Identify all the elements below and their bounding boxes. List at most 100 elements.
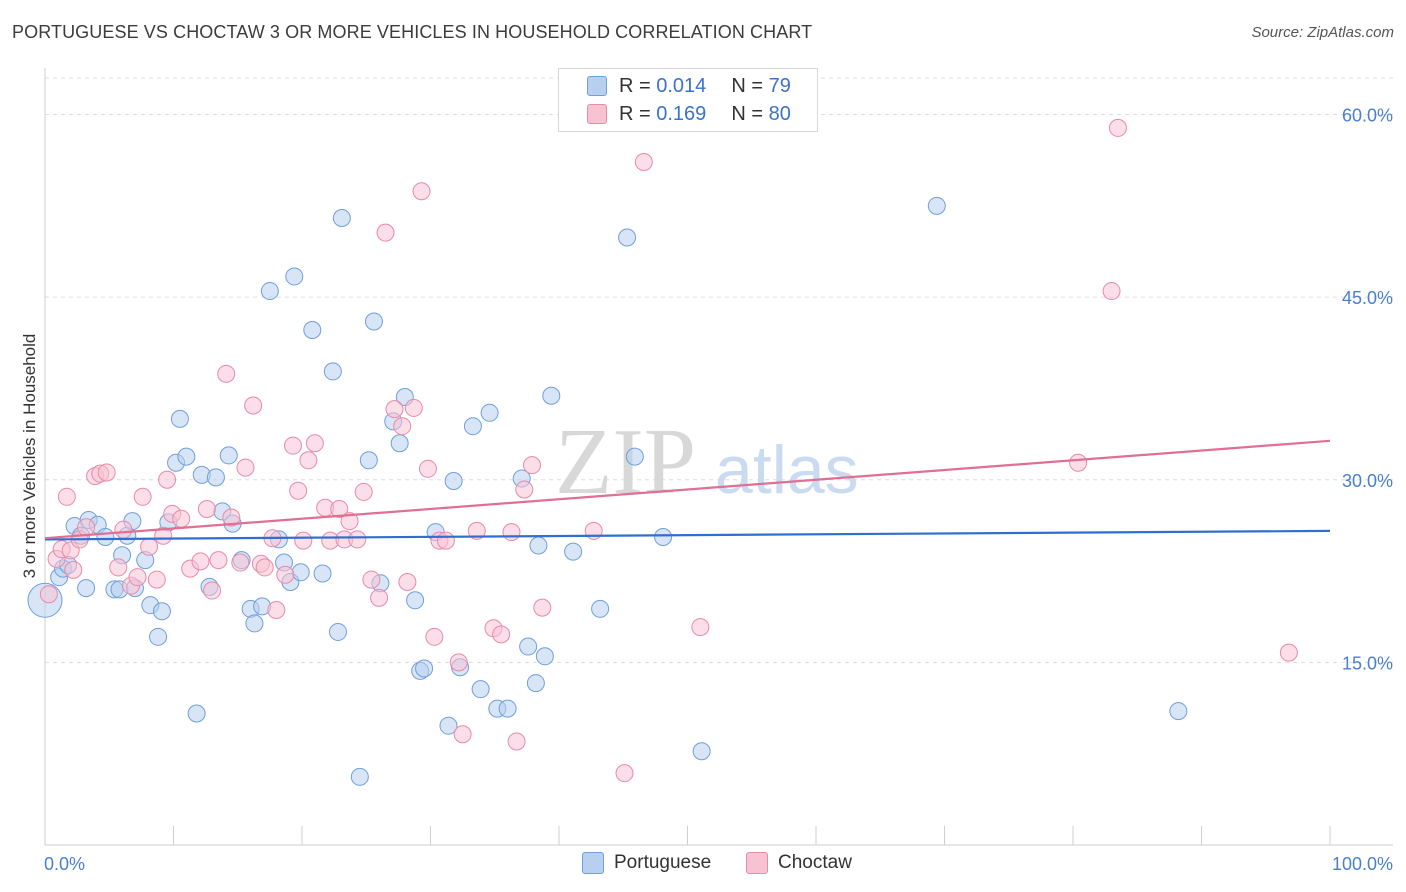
choctaw-point [385, 400, 404, 419]
choctaw-point [1279, 643, 1298, 662]
portuguese-point [149, 627, 168, 646]
legend-n-label: N = [731, 102, 764, 125]
choctaw-point [222, 508, 241, 527]
portuguese-point [618, 228, 637, 247]
choctaw-point [231, 553, 250, 572]
choctaw-point [217, 364, 236, 383]
portuguese-point [625, 447, 644, 466]
watermark: ZIP atlas [555, 410, 859, 514]
legend-n-label: N = [731, 74, 764, 97]
portuguese-point [542, 386, 561, 405]
legend-r-label: R = [619, 74, 651, 97]
choctaw-trend-line [44, 439, 1331, 540]
legend-r-value: 0.014 [656, 74, 707, 97]
portuguese-point [444, 471, 463, 490]
legend-r-label: R = [619, 102, 651, 125]
chart-title: PORTUGUESE VS CHOCTAW 3 OR MORE VEHICLES… [12, 22, 813, 42]
choctaw-point [398, 573, 417, 592]
portuguese-point [245, 614, 264, 633]
portuguese-point [519, 637, 538, 656]
choctaw-point [197, 499, 216, 518]
choctaw-point [354, 482, 373, 501]
choctaw-point [691, 618, 710, 637]
choctaw-point [158, 470, 177, 489]
source-credit: Source: ZipAtlas.com [1251, 24, 1394, 41]
y-tick-labels: 15.0% 30.0% 45.0% 60.0% [1342, 106, 1393, 674]
portuguese-point [480, 403, 499, 422]
choctaw-point [330, 499, 349, 518]
choctaw-point [404, 398, 423, 417]
portuguese-point [692, 742, 711, 761]
choctaw-point [236, 458, 255, 477]
portuguese-legend-swatch [582, 852, 604, 874]
choctaw-point [1108, 118, 1127, 137]
watermark-atlas: atlas [715, 432, 859, 508]
portuguese-point [654, 527, 673, 546]
choctaw-point [289, 481, 308, 500]
choctaw-point [191, 552, 210, 571]
choctaw-point [305, 434, 324, 453]
choctaw-point [203, 581, 222, 600]
portuguese-point [415, 659, 434, 678]
portuguese-trend-line [44, 529, 1331, 541]
choctaw-point [449, 653, 468, 672]
portuguese-point [364, 312, 383, 331]
legend-r-value: 0.169 [656, 102, 707, 125]
choctaw-point [154, 526, 173, 545]
y-tick-label: 45.0% [1342, 288, 1393, 308]
y-axis-label: 3 or more Vehicles in Household [20, 333, 39, 579]
portuguese-point [350, 767, 369, 786]
choctaw-point [172, 509, 191, 528]
choctaw-point [533, 598, 552, 617]
choctaw-point [64, 560, 83, 579]
portuguese-point [529, 536, 548, 555]
choctaw-point [515, 480, 534, 499]
portuguese-point [323, 362, 342, 381]
legend-n-value: 79 [768, 74, 791, 97]
x-tick-label: 0.0% [44, 854, 85, 874]
choctaw-point [1102, 282, 1121, 301]
portuguese-point [177, 447, 196, 466]
choctaw-point [109, 558, 128, 577]
choctaw-point [412, 182, 431, 201]
choctaw-point [376, 223, 395, 242]
choctaw-point [299, 451, 318, 470]
portuguese-point [170, 409, 189, 428]
choctaw-point [276, 565, 295, 584]
portuguese-point [152, 602, 171, 621]
portuguese-point [206, 468, 225, 487]
portuguese-point [96, 527, 115, 546]
portuguese-point [463, 417, 482, 436]
legend-row-choctaw: R = 0.169 N = 80 [587, 101, 791, 127]
portuguese-point [359, 451, 378, 470]
choctaw-point [502, 523, 521, 542]
choctaw-point [370, 588, 389, 607]
axes [44, 68, 1393, 846]
choctaw-swatch [587, 104, 607, 124]
portuguese-point [526, 674, 545, 693]
portuguese-point [439, 716, 458, 735]
x-tick-labels: 0.0% 100.0% [44, 854, 1393, 874]
portuguese-point [927, 196, 946, 215]
choctaw-point [97, 463, 116, 482]
legend-item-choctaw: Choctaw [746, 852, 852, 874]
choctaw-point [284, 436, 303, 455]
choctaw-point [418, 459, 437, 478]
portuguese-point [535, 647, 554, 666]
choctaw-point [523, 456, 542, 475]
choctaw-point [436, 531, 455, 550]
portuguese-point [564, 542, 583, 561]
portuguese-point [285, 267, 304, 286]
choctaw-point [57, 487, 76, 506]
portuguese-point [1169, 702, 1188, 721]
choctaw-point [348, 530, 367, 549]
choctaw-point [507, 732, 526, 751]
portuguese-point [328, 622, 347, 641]
choctaw-point [140, 537, 159, 556]
portuguese-point [219, 446, 238, 465]
y-tick-label: 15.0% [1342, 653, 1393, 673]
portuguese-point [77, 579, 96, 598]
choctaw-point [39, 585, 58, 604]
choctaw-point [77, 518, 96, 537]
